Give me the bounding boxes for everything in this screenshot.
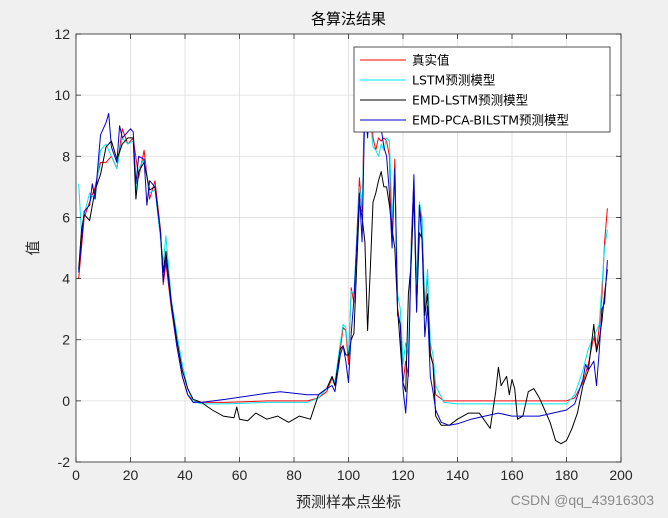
x-tick-label: 100 [337,467,361,483]
x-tick-labels: 0 20 40 60 80 100 120 140 160 180 200 [72,467,633,483]
x-tick-label: 180 [555,467,579,483]
watermark: CSDN @qq_43916303 [511,492,655,508]
y-axis-label: 值 [24,240,42,255]
y-tick-label: 6 [62,209,70,225]
y-tick-label: 4 [62,271,70,287]
ticks [75,33,622,463]
y-tick-labels: -2 0 2 4 6 8 10 12 [54,26,70,470]
x-tick-label: 160 [500,467,524,483]
x-tick-label: 0 [72,467,80,483]
legend-box [353,46,611,133]
series-line-2 [78,106,608,405]
x-tick-label: 60 [232,467,248,483]
y-tick-label: 12 [54,26,70,42]
series-line-4 [78,82,608,426]
x-axis-label: 预测样本点坐标 [296,493,401,511]
x-tick-label: 80 [286,467,302,483]
y-tick-label: 8 [62,148,70,164]
y-tick-label: 0 [62,393,70,409]
x-tick-label: 140 [446,467,470,483]
legend-entry-4: EMD-PCA-BILSTM预测模型 [412,113,569,128]
x-tick-label: 200 [609,467,633,483]
y-tick-label: 10 [54,87,70,103]
series-group [78,79,608,445]
chart-title: 各算法结果 [311,10,386,28]
y-tick-label: -2 [58,454,71,470]
legend: 真实值 LSTM预测模型 EMD-LSTM预测模型 EMD-PCA-BILSTM预测模… [353,46,611,133]
y-tick-label: 2 [62,332,70,348]
legend-entry-3: EMD-LSTM预测模型 [412,93,528,108]
x-tick-label: 20 [123,467,139,483]
x-tick-label: 120 [391,467,415,483]
legend-entry-2: LSTM预测模型 [412,73,495,88]
series-line-3 [78,137,608,445]
legend-entry-1: 真实值 [412,53,450,68]
x-tick-label: 40 [177,467,193,483]
